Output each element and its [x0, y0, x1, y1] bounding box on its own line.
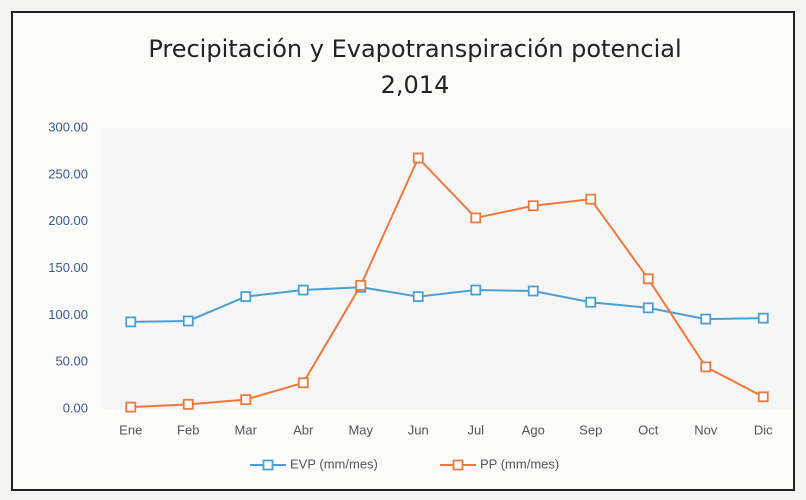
chart-subtitle: 2,014	[381, 71, 450, 99]
point-marker	[757, 312, 769, 324]
point-marker	[470, 284, 482, 296]
chart-title: Precipitación y Evapotranspiración poten…	[148, 35, 681, 63]
point-marker	[355, 279, 367, 291]
point-marker	[412, 152, 424, 164]
y-tick-label: 200.00	[48, 213, 88, 228]
legend-label: EVP (mm/mes)	[290, 456, 378, 471]
point-marker	[642, 302, 654, 314]
point-marker	[585, 193, 597, 205]
point-marker	[585, 296, 597, 308]
x-tick-label: Jun	[408, 422, 429, 437]
point-marker	[297, 284, 309, 296]
y-tick-label: 250.00	[48, 166, 88, 181]
x-tick-label: May	[348, 422, 373, 437]
point-marker	[470, 212, 482, 224]
x-tick-label: Ene	[119, 422, 142, 437]
x-tick-label: Dic	[754, 422, 773, 437]
y-tick-label: 0.00	[63, 400, 88, 415]
point-marker	[527, 285, 539, 297]
point-marker	[182, 315, 194, 327]
point-marker	[700, 361, 712, 373]
point-marker	[412, 291, 424, 303]
point-marker	[125, 316, 137, 328]
x-tick-label: Mar	[235, 422, 258, 437]
point-marker	[240, 394, 252, 406]
y-tick-label: 100.00	[48, 307, 88, 322]
legend-marker	[262, 459, 274, 471]
y-tick-label: 50.00	[55, 354, 88, 369]
series-line	[130, 156, 764, 409]
y-tick-label: 300.00	[48, 119, 88, 134]
plot-area	[102, 128, 792, 409]
point-marker	[240, 291, 252, 303]
point-marker	[642, 273, 654, 285]
point-marker	[757, 391, 769, 403]
point-marker	[297, 377, 309, 389]
x-tick-label: Sep	[579, 422, 602, 437]
point-marker	[527, 200, 539, 212]
x-tick-label: Jul	[467, 422, 484, 437]
point-marker	[182, 398, 194, 410]
legend-label: PP (mm/mes)	[480, 456, 559, 471]
x-tick-label: Feb	[177, 422, 199, 437]
legend-marker	[452, 459, 464, 471]
point-marker	[125, 401, 137, 413]
x-tick-label: Ago	[522, 422, 545, 437]
series-line	[130, 286, 764, 323]
y-tick-label: 150.00	[48, 260, 88, 275]
x-tick-label: Nov	[694, 422, 718, 437]
point-marker	[700, 313, 712, 325]
x-tick-label: Abr	[293, 422, 314, 437]
x-tick-label: Oct	[638, 422, 659, 437]
